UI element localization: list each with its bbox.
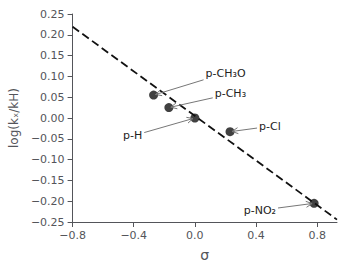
svg-text:p-Cl: p-Cl bbox=[259, 120, 281, 133]
svg-text:p-CH₃: p-CH₃ bbox=[215, 87, 246, 100]
svg-text:p-CH₃O: p-CH₃O bbox=[206, 67, 246, 80]
svg-text:−0.25: −0.25 bbox=[31, 216, 65, 229]
svg-text:0.8: 0.8 bbox=[308, 229, 326, 242]
svg-text:−0.05: −0.05 bbox=[31, 132, 65, 145]
svg-text:p-NO₂: p-NO₂ bbox=[244, 204, 276, 217]
svg-text:0.20: 0.20 bbox=[40, 28, 65, 41]
svg-text:0.05: 0.05 bbox=[40, 91, 65, 104]
svg-text:0.00: 0.00 bbox=[40, 112, 65, 125]
svg-text:p-H: p-H bbox=[123, 129, 142, 142]
svg-text:log(kₓ/kH): log(kₓ/kH) bbox=[7, 88, 21, 148]
svg-text:0.10: 0.10 bbox=[40, 70, 65, 83]
svg-text:0.15: 0.15 bbox=[40, 49, 65, 62]
svg-text:σ: σ bbox=[200, 247, 209, 263]
svg-text:−0.8: −0.8 bbox=[59, 229, 86, 242]
svg-text:0.0: 0.0 bbox=[186, 229, 204, 242]
svg-text:0.4: 0.4 bbox=[247, 229, 265, 242]
svg-text:−0.10: −0.10 bbox=[31, 153, 65, 166]
svg-text:−0.15: −0.15 bbox=[31, 174, 65, 187]
svg-text:−0.4: −0.4 bbox=[120, 229, 147, 242]
svg-text:−0.20: −0.20 bbox=[31, 195, 65, 208]
svg-text:0.25: 0.25 bbox=[40, 8, 65, 21]
